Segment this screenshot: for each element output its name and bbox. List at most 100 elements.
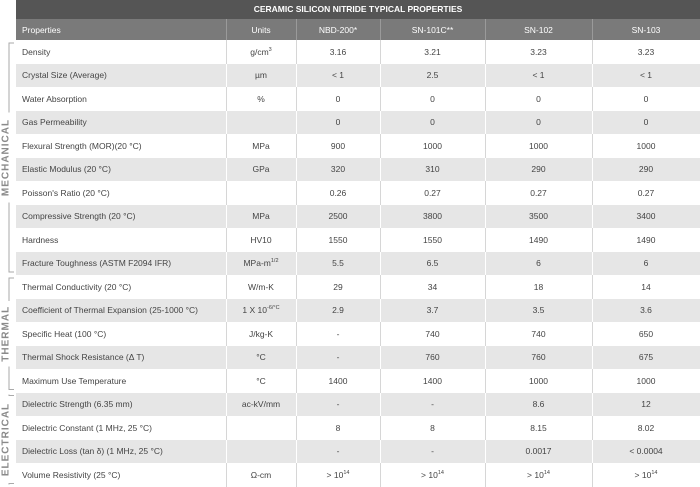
value-cell: °C <box>226 345 297 369</box>
value-cell: 1000 <box>380 134 486 158</box>
property-cell: Compressive Strength (20 °C) <box>16 204 227 228</box>
table-row: Maximum Use Temperature °C 1400 1400 1000 100… <box>16 369 700 393</box>
table-row: Poisson's Ratio (20 °C) 0.26 0.27 0.27 0.27 <box>16 181 700 205</box>
value-cell: HV10 <box>226 228 297 252</box>
value-cell: 8 <box>296 416 381 440</box>
column-header: NBD-200* <box>296 19 381 40</box>
superscript: 3 <box>268 46 272 53</box>
value-cell: 3.5 <box>485 298 593 322</box>
value-cell: < 1 <box>485 63 593 87</box>
property-cell: Coefficient of Thermal Expansion (25-100… <box>16 298 227 322</box>
value-cell: - <box>296 392 381 416</box>
value-cell: 0.27 <box>380 181 486 205</box>
value-cell: 650 <box>592 322 700 346</box>
table-row: Density g/cm3 3.16 3.21 3.23 3.23 <box>16 40 700 64</box>
table-row: Gas Permeability 0 0 0 0 <box>16 110 700 134</box>
value-cell: 900 <box>296 134 381 158</box>
superscript: 14 <box>437 469 444 476</box>
value-cell: 6 <box>485 251 593 275</box>
value-cell: > 1014 <box>592 463 700 487</box>
table-row: Hardness HV10 1550 1550 1490 1490 <box>16 228 700 252</box>
value-cell: MPa <box>226 204 297 228</box>
section-label: MECHANICAL <box>1 119 12 196</box>
property-cell: Dielectric Constant (1 MHz, 25 °C) <box>16 416 227 440</box>
value-cell: 0 <box>485 110 593 134</box>
value-cell: 8 <box>380 416 486 440</box>
column-header: SN-102 <box>485 19 593 40</box>
table-row: Dielectric Constant (1 MHz, 25 °C) 8 8 8.15… <box>16 416 700 440</box>
value-cell: 3.7 <box>380 298 486 322</box>
value-cell: 2.5 <box>380 63 486 87</box>
cell-text: > 10 <box>421 469 438 480</box>
property-cell: Elastic Modulus (20 °C) <box>16 157 227 181</box>
table-title: CERAMIC SILICON NITRIDE TYPICAL PROPERTI… <box>16 0 700 19</box>
value-cell: 0.27 <box>485 181 593 205</box>
value-cell: 760 <box>380 345 486 369</box>
cell-text: > 10 <box>527 469 544 480</box>
value-cell: 1550 <box>380 228 486 252</box>
value-cell: 8.6 <box>485 392 593 416</box>
table-row: Specific Heat (100 °C) J/kg-K -740 740 650 <box>16 322 700 346</box>
property-cell: Dielectric Loss (tan δ) (1 MHz, 25 °C) <box>16 439 227 463</box>
value-cell: 320 <box>296 157 381 181</box>
value-cell: MPa-m1/2 <box>226 251 297 275</box>
value-cell: < 1 <box>592 63 700 87</box>
value-cell: MPa <box>226 134 297 158</box>
value-cell: 0 <box>380 87 486 111</box>
table-row: Elastic Modulus (20 °C) GPa 320 310 290 290 <box>16 157 700 181</box>
value-cell: - <box>380 439 486 463</box>
value-cell: 1490 <box>592 228 700 252</box>
table-row: Compressive Strength (20 °C) MPa 2500 3800 3… <box>16 204 700 228</box>
value-cell: % <box>226 87 297 111</box>
section-bracket <box>8 394 14 485</box>
column-header: Units <box>226 19 297 40</box>
value-cell: 29 <box>296 275 381 299</box>
header-row: Properties Units NBD-200* SN-101C** SN-102 SN… <box>16 19 700 40</box>
value-cell: 1000 <box>485 134 593 158</box>
value-cell: 0 <box>592 87 700 111</box>
value-cell: 1 X 10-6/°C <box>226 298 297 322</box>
value-cell: J/kg-K <box>226 322 297 346</box>
value-cell: 760 <box>485 345 593 369</box>
value-cell: GPa <box>226 157 297 181</box>
value-cell: 0 <box>296 87 381 111</box>
value-cell: 12 <box>592 392 700 416</box>
superscript: 14 <box>543 469 550 476</box>
value-cell: < 0.0004 <box>592 439 700 463</box>
value-cell: 3.16 <box>296 40 381 64</box>
table-row: Coefficient of Thermal Expansion (25-100… <box>16 298 700 322</box>
property-cell: Dielectric Strength (6.35 mm) <box>16 392 227 416</box>
value-cell: 14 <box>592 275 700 299</box>
value-cell: 740 <box>380 322 486 346</box>
property-cell: Fracture Toughness (ASTM F2094 IFR) <box>16 251 227 275</box>
cell-text: g/cm <box>250 46 269 57</box>
value-cell: ac-kV/mm <box>226 392 297 416</box>
value-cell: 6 <box>592 251 700 275</box>
value-cell: - <box>296 439 381 463</box>
value-cell: g/cm3 <box>226 40 297 64</box>
property-cell: Crystal Size (Average) <box>16 63 227 87</box>
superscript: -6/°C <box>266 305 280 312</box>
value-cell: µm <box>226 63 297 87</box>
property-cell: Flexural Strength (MOR)(20 °C) <box>16 134 227 158</box>
value-cell <box>226 181 297 205</box>
value-cell: 2.9 <box>296 298 381 322</box>
property-cell: Poisson's Ratio (20 °C) <box>16 181 227 205</box>
property-cell: Maximum Use Temperature <box>16 369 227 393</box>
value-cell: 0 <box>380 110 486 134</box>
value-cell: 0 <box>485 87 593 111</box>
value-cell: > 1014 <box>380 463 486 487</box>
property-cell: Thermal Shock Resistance (Δ T) <box>16 345 227 369</box>
value-cell: 1400 <box>380 369 486 393</box>
value-cell: 2500 <box>296 204 381 228</box>
value-cell: 8.15 <box>485 416 593 440</box>
value-cell: > 1014 <box>485 463 593 487</box>
value-cell: 290 <box>485 157 593 181</box>
value-cell: 0.0017 <box>485 439 593 463</box>
section-label: THERMAL <box>1 306 12 362</box>
value-cell: °C <box>226 369 297 393</box>
value-cell: 3500 <box>485 204 593 228</box>
properties-table: Properties Units NBD-200* SN-101C** SN-102 SN… <box>16 19 700 487</box>
superscript: 14 <box>651 469 658 476</box>
